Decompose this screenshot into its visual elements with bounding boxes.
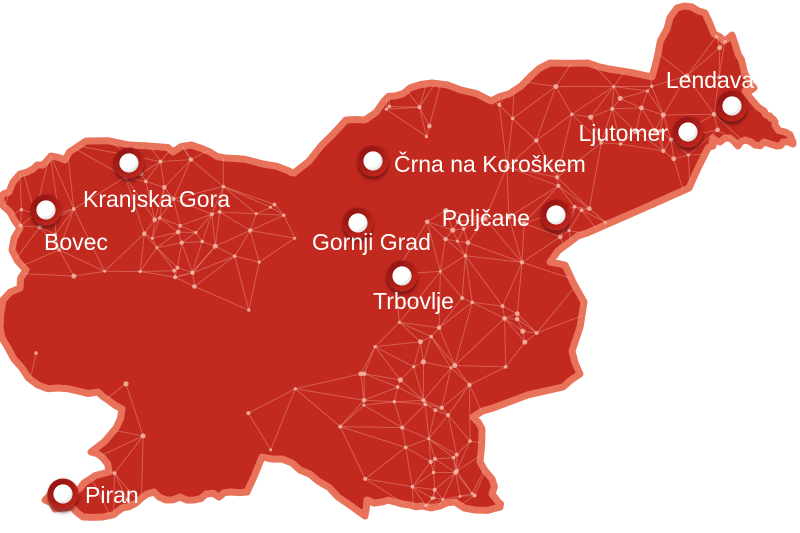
svg-text:Piran: Piran — [85, 482, 139, 508]
svg-text:Kranjska Gora: Kranjska Gora — [83, 186, 230, 212]
svg-text:Ljutomer: Ljutomer — [579, 120, 669, 146]
svg-text:Lendava: Lendava — [666, 67, 754, 93]
svg-text:Poljčane: Poljčane — [442, 205, 530, 231]
svg-text:Trbovlje: Trbovlje — [373, 288, 454, 314]
svg-text:Črna na Koroškem: Črna na Koroškem — [394, 150, 586, 177]
svg-text:Bovec: Bovec — [44, 229, 108, 255]
svg-text:Gornji Grad: Gornji Grad — [312, 229, 431, 255]
